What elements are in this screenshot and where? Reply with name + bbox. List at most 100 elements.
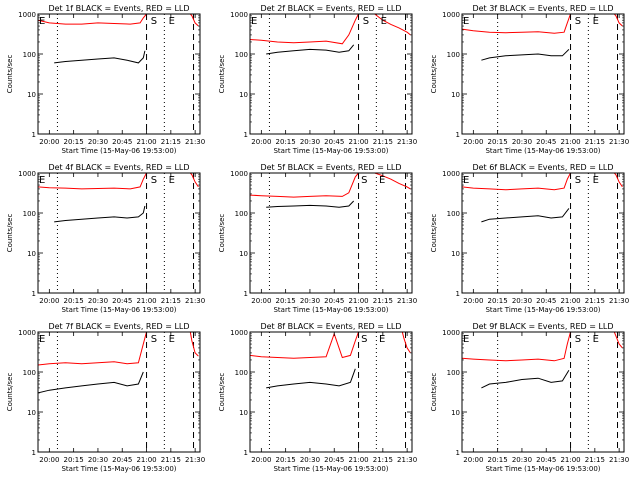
x-tick-label: 20:15 (276, 138, 296, 146)
y-tick-label: 10 (239, 250, 248, 258)
events-series-line (54, 50, 146, 64)
annotation-label: E (593, 16, 599, 27)
panel-8: Det 8f BLACK = Events, RED = LLD Counts/s… (218, 322, 417, 473)
annotation-label: E (39, 334, 45, 345)
x-tick-label: 21:15 (161, 456, 181, 464)
y-tick-label: 100 (447, 210, 460, 218)
y-tick-label: 1 (244, 131, 248, 139)
y-tick-label: 100 (235, 369, 248, 377)
x-tick-label: 21:30 (185, 297, 205, 305)
x-tick-label: 21:00 (348, 138, 368, 146)
axes-frame (461, 13, 625, 135)
panel-4: Det 4f BLACK = Events, RED = LLD Counts/s… (6, 163, 205, 314)
annotation-label: E (463, 334, 469, 345)
annotation-label: S (361, 334, 367, 345)
x-tick-label: 20:00 (463, 138, 483, 146)
x-tick-label: 20:15 (64, 138, 84, 146)
y-tick-label: 100 (23, 369, 36, 377)
x-tick-label: 20:00 (39, 138, 59, 146)
annotation-label: E (39, 175, 45, 186)
x-tick-label: 20:00 (39, 456, 59, 464)
x-tick-label: 21:00 (560, 297, 580, 305)
y-tick-label: 1 (32, 131, 36, 139)
x-tick-label: 20:15 (488, 297, 508, 305)
panel-title: Det 2f BLACK = Events, RED = LLD (260, 4, 401, 13)
x-tick-label: 20:30 (88, 297, 108, 305)
x-tick-label: 21:15 (373, 297, 393, 305)
x-tick-label: 20:00 (251, 456, 271, 464)
x-tick-label: 21:00 (348, 456, 368, 464)
x-tick-label: 21:15 (373, 138, 393, 146)
panel-title: Det 4f BLACK = Events, RED = LLD (48, 163, 189, 172)
lld-series-line (38, 332, 199, 366)
y-tick-label: 100 (447, 51, 460, 59)
panel-9: Det 9f BLACK = Events, RED = LLD Counts/s… (430, 322, 629, 473)
x-tick-label: 20:45 (112, 456, 132, 464)
panel-5: Det 5f BLACK = Events, RED = LLD Counts/s… (218, 163, 417, 314)
x-tick-label: 21:30 (609, 297, 629, 305)
panel-title: Det 3f BLACK = Events, RED = LLD (472, 4, 613, 13)
y-tick-label: 1 (244, 449, 248, 457)
x-tick-label: 20:30 (300, 297, 320, 305)
events-series-line (481, 370, 570, 389)
x-tick-label: 20:45 (324, 297, 344, 305)
y-tick-label: 10 (27, 91, 36, 99)
y-axis-label: Counts/sec (6, 373, 14, 412)
x-tick-label: 20:00 (463, 297, 483, 305)
x-tick-label: 21:30 (609, 138, 629, 146)
x-tick-label: 21:15 (161, 297, 181, 305)
x-tick-label: 20:45 (536, 138, 556, 146)
axes-frame (249, 331, 413, 453)
events-series-line (481, 49, 570, 61)
y-axis-label: Counts/sec (430, 55, 438, 94)
x-tick-label: 21:00 (136, 138, 156, 146)
panel-title: Det 1f BLACK = Events, RED = LLD (48, 4, 189, 13)
lld-series-line (462, 332, 623, 362)
x-tick-label: 20:15 (488, 138, 508, 146)
annotation-label: E (169, 334, 175, 345)
y-axis-label: Counts/sec (218, 373, 226, 412)
axes-frame (249, 172, 413, 294)
axes-frame (461, 331, 625, 453)
x-tick-label: 20:00 (463, 456, 483, 464)
x-tick-label: 20:30 (88, 138, 108, 146)
panel-1: Det 1f BLACK = Events, RED = LLD Counts/s… (6, 4, 205, 155)
y-tick-label: 1000 (442, 170, 460, 178)
y-tick-label: 1000 (18, 170, 36, 178)
annotation-label: E (169, 16, 175, 27)
y-tick-label: 100 (23, 210, 36, 218)
axes-frame (461, 172, 625, 294)
x-tick-label: 20:00 (251, 297, 271, 305)
x-axis-label: Start Time (15-May-06 19:53:00) (273, 465, 388, 473)
panel-title: Det 9f BLACK = Events, RED = LLD (472, 322, 613, 331)
x-tick-label: 20:45 (324, 138, 344, 146)
x-tick-label: 20:45 (536, 456, 556, 464)
x-tick-label: 21:00 (348, 297, 368, 305)
x-tick-label: 20:30 (512, 297, 532, 305)
x-tick-label: 21:30 (397, 297, 417, 305)
y-axis-label: Counts/sec (6, 55, 14, 94)
y-tick-label: 10 (451, 409, 460, 417)
y-tick-label: 10 (239, 409, 248, 417)
y-tick-label: 10 (451, 91, 460, 99)
annotation-label: E (379, 175, 385, 186)
lld-series-line (38, 173, 199, 190)
annotation-label: E (381, 16, 387, 27)
x-tick-label: 20:15 (64, 297, 84, 305)
annotation-label: S (575, 334, 581, 345)
lld-series-line (250, 332, 411, 359)
x-axis-label: Start Time (15-May-06 19:53:00) (485, 306, 600, 314)
x-tick-label: 21:00 (560, 456, 580, 464)
panel-2: Det 2f BLACK = Events, RED = LLD Counts/s… (218, 4, 417, 155)
axes-frame (249, 13, 413, 135)
y-axis-label: Counts/sec (430, 214, 438, 253)
lld-series-line (250, 14, 411, 45)
x-tick-label: 21:30 (185, 138, 205, 146)
annotation-label: S (363, 16, 369, 27)
y-tick-label: 1 (456, 131, 460, 139)
y-tick-label: 1000 (230, 329, 248, 337)
annotation-label: E (39, 16, 45, 27)
y-axis-label: Counts/sec (6, 214, 14, 253)
x-tick-label: 21:15 (373, 456, 393, 464)
events-series-line (266, 200, 355, 208)
